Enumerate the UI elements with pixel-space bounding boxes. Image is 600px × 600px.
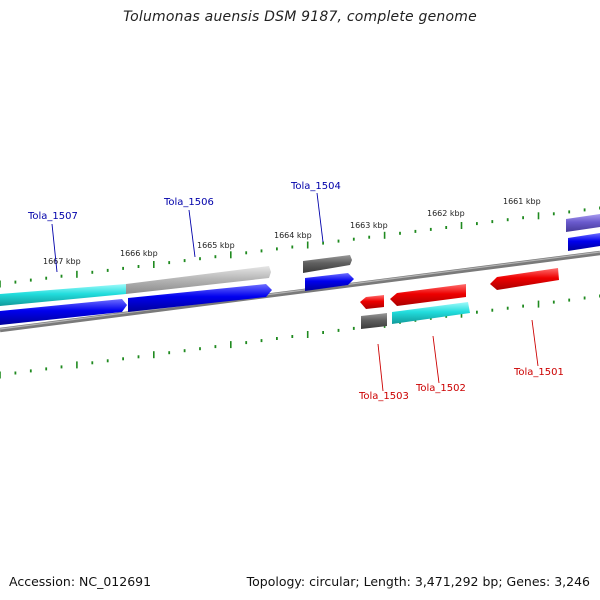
genome-backbone-highlight bbox=[0, 251, 600, 330]
accession-text: Accession: NC_012691 bbox=[9, 574, 152, 589]
gene-tola-1503-darkgray[interactable] bbox=[361, 313, 387, 329]
gene-label-tola-1503[interactable]: Tola_1503 bbox=[358, 391, 409, 402]
leader-tola-1501 bbox=[531, 319, 539, 367]
leader-tola-1504 bbox=[316, 192, 324, 243]
kbp-label-1665: 1665 kbp bbox=[197, 241, 235, 250]
kbp-label-1667: 1667 kbp bbox=[43, 257, 81, 266]
kbp-label-1662: 1662 kbp bbox=[427, 209, 465, 218]
gene-tola-1504-blue-arrow[interactable] bbox=[305, 273, 354, 291]
kbp-label-1661: 1661 kbp bbox=[503, 197, 541, 206]
kbp-label-1664: 1664 kbp bbox=[274, 231, 312, 240]
gene-label-tola-1504[interactable]: Tola_1504 bbox=[290, 181, 341, 192]
kbp-label-1666: 1666 kbp bbox=[120, 249, 158, 258]
gene-tola-1503-red-arrow[interactable] bbox=[360, 295, 384, 309]
gene-blue-arrow-right[interactable] bbox=[568, 233, 600, 251]
genome-backbone bbox=[0, 250, 600, 333]
genome-summary-text: Topology: circular; Length: 3,471,292 bp… bbox=[246, 574, 590, 589]
gene-label-tola-1507[interactable]: Tola_1507 bbox=[27, 211, 78, 222]
gene-tola-1507-cds-cyan[interactable] bbox=[0, 284, 126, 306]
gene-tola-1502-red-arrow[interactable] bbox=[390, 284, 466, 306]
gene-label-tola-1506[interactable]: Tola_1506 bbox=[163, 197, 214, 208]
gene-label-tola-1502[interactable]: Tola_1502 bbox=[415, 383, 466, 394]
gene-tola-1506-blue-arrow[interactable] bbox=[128, 284, 272, 312]
gene-tola-1504-cds-darkgray[interactable] bbox=[303, 255, 352, 273]
gene-label-tola-1501[interactable]: Tola_1501 bbox=[513, 367, 564, 378]
gene-tola-1501-red-arrow[interactable] bbox=[490, 268, 559, 290]
gene-tola-1502-cyan[interactable] bbox=[392, 302, 470, 324]
gene-tola-1506-cds-gray[interactable] bbox=[126, 266, 271, 294]
kbp-label-1663: 1663 kbp bbox=[350, 221, 388, 230]
map-title: Tolumonas auensis DSM 9187, complete gen… bbox=[123, 9, 477, 25]
leader-tola-1502 bbox=[432, 335, 440, 384]
leader-tola-1503 bbox=[377, 343, 384, 392]
leader-tola-1507 bbox=[51, 223, 58, 273]
leader-tola-1506 bbox=[188, 209, 196, 258]
gene-tola-1507-blue-arrow[interactable] bbox=[0, 299, 127, 325]
gene-purple-cds[interactable] bbox=[566, 214, 600, 232]
upper-tick-ring bbox=[0, 206, 600, 288]
